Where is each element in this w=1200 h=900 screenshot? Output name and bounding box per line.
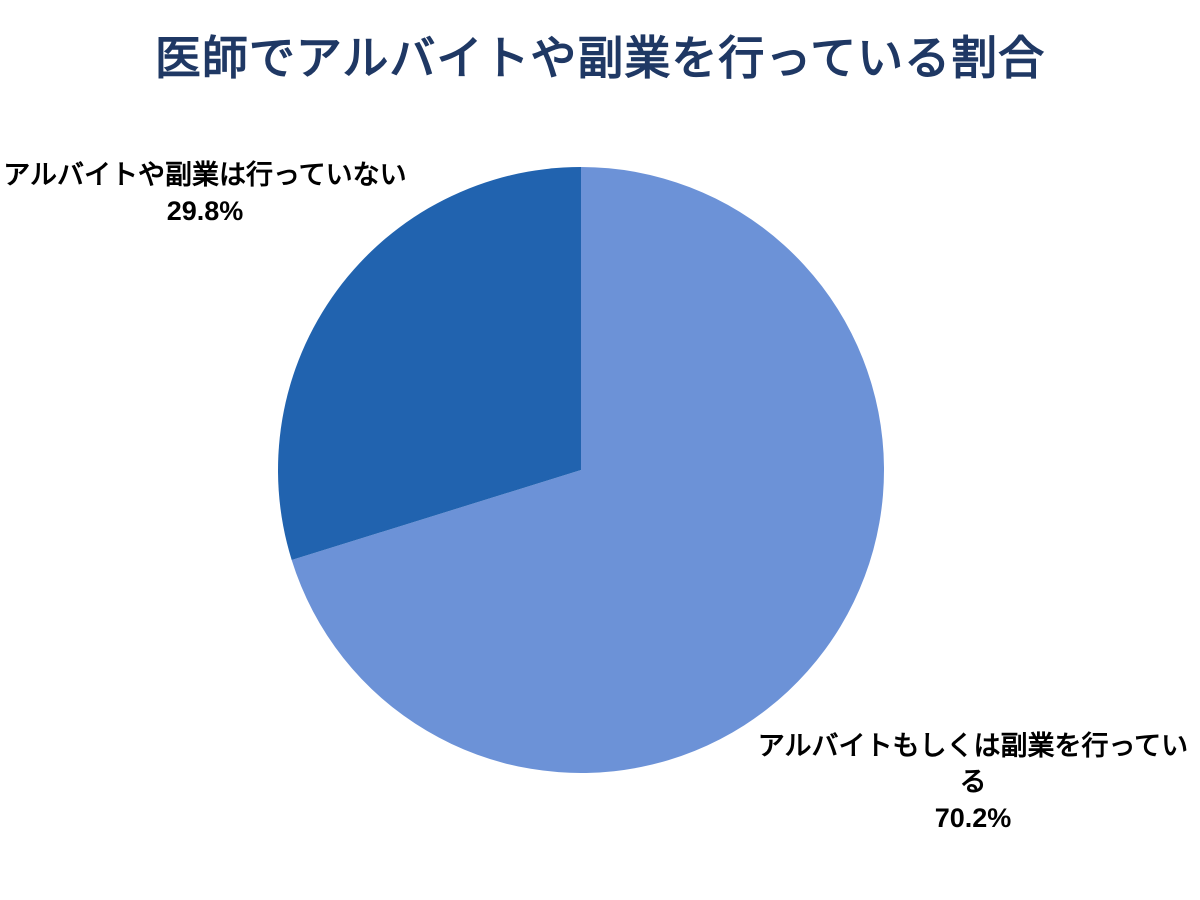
pie-slice-1 xyxy=(278,167,581,560)
slice-value-text: 29.8% xyxy=(166,196,244,226)
slice-value-text: 70.2% xyxy=(934,803,1012,833)
slice-label-text: アルバイトや副業は行っていない xyxy=(3,160,407,190)
slice-label-not-working: アルバイトや副業は行っていない 29.8% xyxy=(2,157,408,229)
chart-title: 医師でアルバイトや副業を行っている割合 xyxy=(154,32,1046,84)
slice-label-text: アルバイトもしくは副業を行っている xyxy=(757,731,1189,797)
slice-label-working: アルバイトもしくは副業を行っている 70.2% xyxy=(753,728,1193,836)
pie-slice-0 xyxy=(291,166,885,773)
